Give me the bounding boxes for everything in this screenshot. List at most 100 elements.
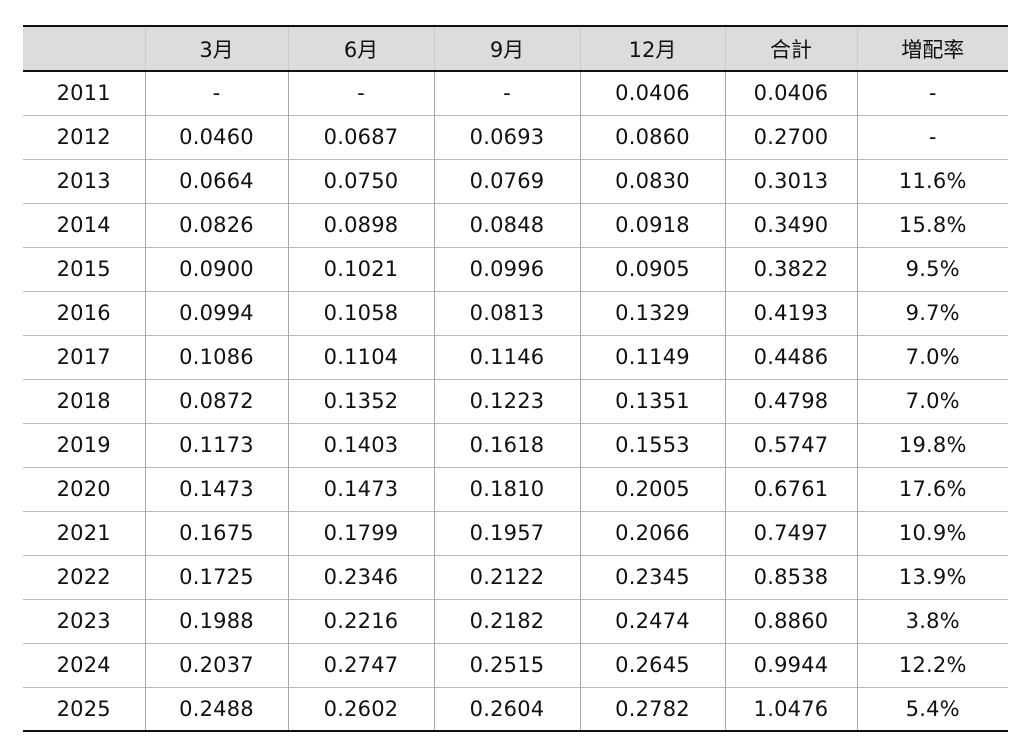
cell-march: 0.0460 xyxy=(144,115,288,159)
cell-september: 0.0813 xyxy=(433,291,580,335)
cell-december: 0.1553 xyxy=(579,423,725,467)
column-header-march: 3月 xyxy=(144,26,288,71)
table-row: 2024 0.2037 0.2747 0.2515 0.2645 0.9944 12.2% xyxy=(23,643,1008,687)
cell-year: 2025 xyxy=(56,696,111,721)
cell-september: 0.0996 xyxy=(433,247,580,291)
cell-september: 0.2182 xyxy=(433,599,580,643)
cell-growth-rate: 3.8% xyxy=(856,599,1008,643)
cell-september: 0.1223 xyxy=(433,379,580,423)
cell-march: 0.2037 xyxy=(144,643,288,687)
cell-june: 0.0750 xyxy=(287,159,434,203)
cell-total: 0.3822 xyxy=(724,247,857,291)
cell-december: 0.2645 xyxy=(579,643,725,687)
cell-total: 0.3490 xyxy=(724,203,857,247)
cell-march: 0.0826 xyxy=(144,203,288,247)
cell-september: - xyxy=(433,71,580,115)
dividend-table-container: 3月 6月 9月 12月 合計 増配率 2011- - -0.0406 0.0406- 2012 0… xyxy=(23,25,1008,732)
cell-total: 0.9944 xyxy=(724,643,857,687)
cell-growth-rate: - xyxy=(856,115,1008,159)
table-row: 2021 0.1675 0.1799 0.1957 0.2066 0.7497 10.9% xyxy=(23,511,1008,555)
cell-june: - xyxy=(287,71,434,115)
cell-year: 2019 xyxy=(56,433,111,457)
cell-total: 0.8860 xyxy=(724,599,857,643)
cell-march: 0.1086 xyxy=(144,335,288,379)
table-body: 2011- - -0.0406 0.0406- 2012 0.0460 0.0687 0.06… xyxy=(23,71,1008,731)
cell-june: 0.0687 xyxy=(287,115,434,159)
cell-march: 0.1473 xyxy=(144,467,288,511)
cell-june: 0.0898 xyxy=(287,203,434,247)
cell-total: 0.3013 xyxy=(724,159,857,203)
cell-december: 0.0830 xyxy=(579,159,725,203)
cell-march: 0.0664 xyxy=(144,159,288,203)
cell-september: 0.0848 xyxy=(433,203,580,247)
table-row: 2023 0.1988 0.2216 0.2182 0.2474 0.8860 3.8% xyxy=(23,599,1008,643)
table-row: 2011- - -0.0406 0.0406- xyxy=(23,71,1008,115)
cell-june: 0.1473 xyxy=(287,467,434,511)
cell-growth-rate: 12.2% xyxy=(856,643,1008,687)
cell-year: 2018 xyxy=(56,389,111,413)
cell-total: 0.6761 xyxy=(724,467,857,511)
cell-june: 0.2747 xyxy=(287,643,434,687)
table-row: 2012 0.0460 0.0687 0.0693 0.0860 0.2700- xyxy=(23,115,1008,159)
cell-total: 0.4486 xyxy=(724,335,857,379)
cell-total: 0.4193 xyxy=(724,291,857,335)
column-header-total: 合計 xyxy=(724,26,857,71)
cell-december: 0.2066 xyxy=(579,511,725,555)
cell-june: 0.2346 xyxy=(287,555,434,599)
cell-december: 0.0918 xyxy=(579,203,725,247)
header-row: 3月 6月 9月 12月 合計 増配率 xyxy=(23,26,1008,71)
cell-june: 0.1799 xyxy=(287,511,434,555)
cell-year: 2022 xyxy=(56,565,111,589)
cell-year: 2017 xyxy=(56,345,111,369)
cell-march: 0.1173 xyxy=(144,423,288,467)
cell-year: 2014 xyxy=(56,213,111,237)
cell-september: 0.1146 xyxy=(433,335,580,379)
cell-june: 0.1021 xyxy=(287,247,434,291)
cell-growth-rate: 17.6% xyxy=(856,467,1008,511)
table-row: 2013 0.0664 0.0750 0.0769 0.0830 0.3013 11.6% xyxy=(23,159,1008,203)
cell-march: 0.0872 xyxy=(144,379,288,423)
cell-total: 0.4798 xyxy=(724,379,857,423)
table-row: 2022 0.1725 0.2346 0.2122 0.2345 0.8538 13.9% xyxy=(23,555,1008,599)
cell-total: 1.0476 xyxy=(724,687,857,731)
cell-growth-rate: 10.9% xyxy=(856,511,1008,555)
table-row: 2014 0.0826 0.0898 0.0848 0.0918 0.3490 15.8% xyxy=(23,203,1008,247)
cell-growth-rate: 15.8% xyxy=(856,203,1008,247)
cell-september: 0.0693 xyxy=(433,115,580,159)
cell-march: 0.1988 xyxy=(144,599,288,643)
cell-december: 0.0406 xyxy=(579,71,725,115)
dividend-table: 3月 6月 9月 12月 合計 増配率 2011- - -0.0406 0.0406- 2012 0… xyxy=(23,25,1008,732)
cell-year: 2020 xyxy=(56,477,111,501)
cell-september: 0.1810 xyxy=(433,467,580,511)
cell-year: 2021 xyxy=(56,521,111,545)
cell-total: 0.7497 xyxy=(724,511,857,555)
cell-march: - xyxy=(144,71,288,115)
cell-december: 0.0905 xyxy=(579,247,725,291)
cell-year: 2015 xyxy=(56,257,111,281)
column-header-december: 12月 xyxy=(579,26,725,71)
cell-june: 0.2602 xyxy=(287,687,434,731)
cell-june: 0.1403 xyxy=(287,423,434,467)
column-header-growth-rate: 増配率 xyxy=(856,26,1008,71)
cell-year: 2016 xyxy=(56,301,111,325)
cell-growth-rate: 7.0% xyxy=(856,379,1008,423)
cell-growth-rate: 11.6% xyxy=(856,159,1008,203)
cell-march: 0.0994 xyxy=(144,291,288,335)
cell-september: 0.2122 xyxy=(433,555,580,599)
cell-december: 0.2005 xyxy=(579,467,725,511)
cell-december: 0.2474 xyxy=(579,599,725,643)
cell-september: 0.1618 xyxy=(433,423,580,467)
cell-total: 0.0406 xyxy=(724,71,857,115)
cell-growth-rate: 13.9% xyxy=(856,555,1008,599)
table-row: 2020 0.1473 0.1473 0.1810 0.2005 0.6761 17.6% xyxy=(23,467,1008,511)
column-header-year xyxy=(23,26,145,71)
cell-total: 0.5747 xyxy=(724,423,857,467)
cell-growth-rate: 19.8% xyxy=(856,423,1008,467)
cell-march: 0.0900 xyxy=(144,247,288,291)
cell-march: 0.2488 xyxy=(144,687,288,731)
cell-september: 0.2604 xyxy=(433,687,580,731)
cell-total: 0.2700 xyxy=(724,115,857,159)
cell-june: 0.1352 xyxy=(287,379,434,423)
cell-total: 0.8538 xyxy=(724,555,857,599)
cell-year: 2012 xyxy=(56,125,111,149)
